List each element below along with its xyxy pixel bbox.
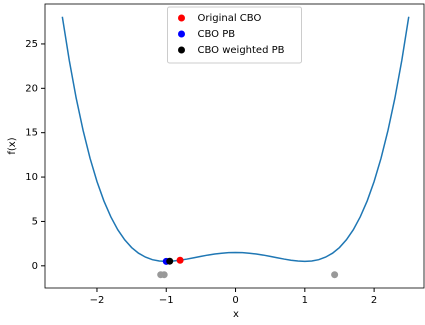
y-tick-label: 20	[25, 83, 38, 94]
legend-box	[167, 6, 302, 64]
point	[160, 271, 168, 279]
legend-label: CBO PB	[198, 29, 236, 40]
x-tick-label: 1	[302, 295, 308, 306]
curve	[61, 16, 410, 263]
y-tick-label: 5	[32, 216, 38, 227]
legend-marker	[178, 30, 185, 38]
y-tick-label: 10	[25, 172, 38, 183]
y-tick-label: 25	[25, 39, 38, 50]
plot-frame	[44, 3, 425, 289]
x-axis-label: x	[233, 309, 239, 320]
x-tick-label: −2	[90, 295, 105, 306]
legend-marker	[178, 14, 185, 22]
point	[166, 257, 174, 265]
x-tick-label: −1	[159, 295, 174, 306]
y-axis-label: f(x)	[7, 137, 18, 154]
x-tick-label: 2	[371, 295, 377, 306]
x-tick-label: 0	[232, 295, 238, 306]
point	[331, 271, 339, 279]
y-tick-label: 0	[32, 261, 38, 272]
y-tick-label: 15	[25, 128, 38, 139]
point	[176, 256, 184, 264]
legend-label: CBO weighted PB	[198, 45, 285, 56]
legend-marker	[178, 46, 185, 54]
legend-label: Original CBO	[198, 13, 262, 24]
